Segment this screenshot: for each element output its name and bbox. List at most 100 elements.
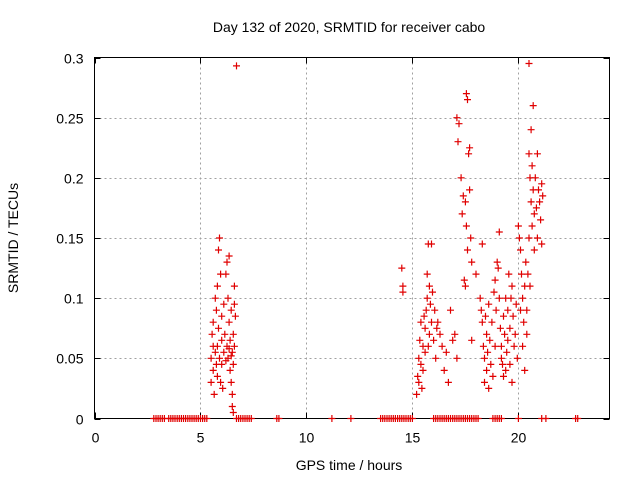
data-point (218, 336, 226, 344)
data-point (508, 378, 516, 386)
data-point (419, 366, 427, 374)
chart-title: Day 132 of 2020, SRMTID for receiver cab… (213, 19, 486, 35)
data-point (483, 366, 491, 374)
data-point (219, 384, 227, 392)
data-point (462, 222, 470, 230)
data-point (399, 282, 407, 290)
data-point (509, 312, 517, 320)
data-point (420, 312, 428, 320)
data-point (428, 240, 435, 248)
data-point (213, 342, 221, 350)
data-point (433, 324, 441, 332)
y-tick-label: 0 (76, 412, 84, 428)
data-point (491, 276, 499, 284)
data-point (421, 348, 429, 356)
data-point (539, 192, 547, 200)
data-point (457, 174, 465, 182)
data-point (497, 354, 505, 362)
data-point (220, 300, 228, 308)
data-point (207, 354, 215, 362)
y-axis-title: SRMTID / TECUs (5, 183, 21, 293)
data-point (222, 357, 230, 365)
x-tick-label: 15 (405, 430, 421, 446)
data-point (227, 306, 235, 314)
data-point (494, 264, 502, 272)
data-point (496, 324, 504, 332)
data-point (523, 330, 531, 338)
data-point (247, 415, 255, 422)
data-point (497, 342, 505, 350)
data-point (514, 415, 522, 422)
data-point (217, 378, 225, 386)
data-point (447, 306, 454, 314)
data-point (228, 390, 236, 398)
data-point (513, 354, 521, 362)
data-point (487, 360, 495, 368)
data-point (208, 330, 216, 338)
data-point (527, 198, 535, 206)
data-point (209, 318, 217, 326)
data-point (438, 342, 446, 350)
data-point (230, 342, 238, 350)
data-point (542, 415, 550, 422)
data-point (491, 342, 499, 350)
data-point (423, 270, 431, 278)
data-point (415, 354, 423, 362)
data-point (414, 372, 422, 380)
data-point (465, 150, 473, 158)
data-point (207, 378, 215, 386)
data-point (527, 126, 535, 134)
data-point (474, 415, 482, 422)
data-point (212, 306, 220, 314)
data-point (417, 318, 425, 326)
data-point (225, 318, 233, 326)
data-point (535, 186, 542, 194)
data-point (455, 120, 463, 128)
data-point (478, 240, 486, 248)
data-point (221, 330, 229, 338)
data-point (225, 345, 233, 353)
data-point (231, 312, 239, 320)
data-point (432, 354, 440, 362)
data-point (502, 366, 510, 374)
data-point (531, 174, 539, 182)
data-point (423, 294, 431, 302)
data-point (529, 102, 537, 110)
data-point (467, 234, 475, 242)
data-point (519, 294, 527, 302)
data-point (511, 330, 519, 338)
y-tick-label: 0.1 (64, 291, 84, 307)
data-point (428, 318, 435, 326)
data-point (478, 318, 486, 326)
data-point (421, 324, 429, 332)
y-tick-label: 0.3 (64, 51, 84, 67)
data-point (459, 192, 467, 200)
data-point (228, 403, 236, 410)
data-point (222, 270, 230, 278)
data-point (347, 415, 355, 422)
data-point (468, 336, 476, 344)
data-point (434, 318, 442, 326)
data-point (525, 60, 533, 67)
data-point (506, 324, 514, 332)
data-point (518, 270, 525, 278)
data-point (462, 90, 470, 98)
data-point (483, 330, 491, 338)
data-point (213, 282, 221, 290)
data-point (528, 162, 536, 170)
data-point (229, 330, 237, 338)
data-point (524, 270, 532, 278)
data-point (530, 210, 538, 218)
y-tick-label: 0.05 (56, 351, 83, 367)
data-point (499, 360, 506, 368)
data-point (211, 294, 219, 302)
data-point (417, 360, 425, 368)
x-tick-label: 0 (92, 430, 100, 446)
data-point (504, 306, 512, 314)
data-point (477, 306, 485, 314)
data-point (226, 336, 234, 344)
data-point (227, 352, 235, 360)
data-point (515, 234, 523, 242)
data-point (522, 258, 530, 266)
data-point (449, 336, 457, 344)
